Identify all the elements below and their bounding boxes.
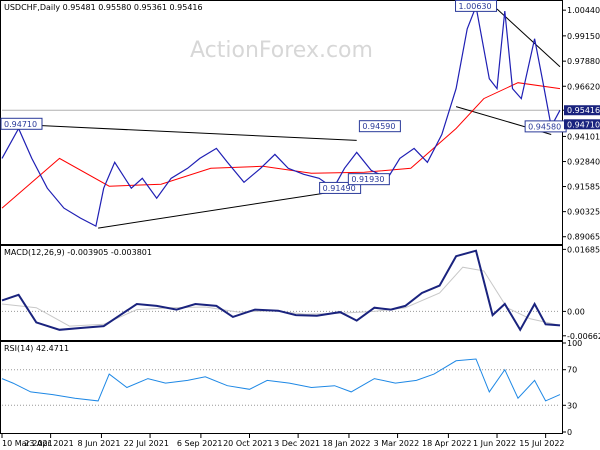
channel-upper-line (496, 8, 561, 68)
annotation-box (319, 181, 362, 194)
rsi-tick-label: 0 (567, 428, 572, 437)
annotation-label: 1.00630 (459, 2, 492, 11)
x-tick-label: 6 Sep 2021 (177, 439, 223, 448)
trend-lower-line (98, 187, 357, 229)
x-tick-label: 15 Jul 2022 (519, 439, 564, 448)
macd-plot (1, 249, 561, 332)
price-annotation: 1.00630 (455, 0, 498, 12)
annotation-label: 0.94580 (528, 122, 561, 131)
macd-tick-label: -0.006629 (567, 332, 600, 341)
x-tick-label: 20 Oct 2021 (223, 439, 272, 448)
macd-tick-label: 0.016856 (567, 245, 600, 254)
watermark: ActionForex.com (190, 38, 373, 63)
price-tick-label: 1.00440 (567, 6, 600, 15)
price-panel-title: USDCHF,Daily 0.95481 0.95580 0.95361 0.9… (4, 3, 203, 12)
rsi-panel-frame (0, 341, 563, 434)
price-tick-label: 0.92840 (567, 158, 600, 167)
trend-upper-line (12, 123, 357, 141)
x-tick-label: 18 Apr 2022 (422, 439, 471, 448)
price-tick-label: 0.91585 (567, 183, 600, 192)
annotation-label: 0.94710 (4, 120, 37, 129)
rsi-tick-label: 30 (567, 401, 577, 410)
price-line (1, 4, 561, 227)
x-tick-label: 3 Dec 2021 (274, 439, 320, 448)
current-price-label: 0.95416 (567, 106, 600, 115)
annotation-label: 0.94590 (362, 122, 395, 131)
rsi-panel-title: RSI(14) 42.4711 (4, 344, 69, 353)
right-axis: 1.00440 0.99150 0.97880 0.96620 0.95416 0.941… (562, 6, 600, 437)
x-tick-label: 18 Jan 2022 (323, 439, 371, 448)
x-tick-label: 8 Jun 2021 (77, 439, 120, 448)
macd-signal-line (1, 266, 561, 327)
price-annotation: 0.94710 (0, 117, 43, 130)
annotation-box (0, 117, 43, 130)
price-tick-label: 0.96620 (567, 82, 600, 91)
annotation-box (455, 0, 498, 12)
macd-line (1, 249, 561, 332)
support-price-label: 0.94710 (567, 120, 600, 129)
x-tick-label: 23 Apr 2021 (24, 439, 73, 448)
price-annotation: 0.94580 (524, 120, 567, 133)
x-tick-label: 3 Mar 2022 (374, 439, 420, 448)
price-tick-label: 0.89065 (567, 233, 600, 242)
support-price-box (564, 119, 600, 130)
price-tick-label: 0.94101 (567, 132, 600, 141)
rsi-tick-label: 100 (567, 339, 582, 348)
price-annotation: 0.91490 (319, 181, 362, 194)
price-panel-frame (0, 0, 563, 245)
sma-line (1, 82, 561, 209)
annotation-box (358, 120, 401, 133)
rsi-tick-label: 70 (567, 366, 577, 375)
annotation-box (347, 173, 390, 186)
price-tick-label: 0.99150 (567, 32, 600, 41)
x-tick-label: 22 Jul 2021 (124, 439, 169, 448)
annotation-label: 0.91930 (351, 175, 384, 184)
price-tick-label: 0.90325 (567, 208, 600, 217)
rsi-line (1, 358, 561, 402)
x-tick-label: 1 Jun 2022 (473, 439, 516, 448)
price-tick-label: 0.97880 (567, 57, 600, 66)
current-price-box (564, 105, 600, 116)
rsi-plot (1, 358, 561, 406)
macd-tick-label: 0.00 (567, 307, 585, 316)
macd-panel-title: MACD(12,26,9) -0.003905 -0.003801 (4, 248, 152, 257)
price-annotation: 0.91930 (347, 173, 390, 186)
annotation-label: 0.91490 (323, 184, 356, 193)
x-tick-label: 10 Mar 2021 (2, 439, 53, 448)
price-annotation: 0.94590 (358, 120, 401, 133)
